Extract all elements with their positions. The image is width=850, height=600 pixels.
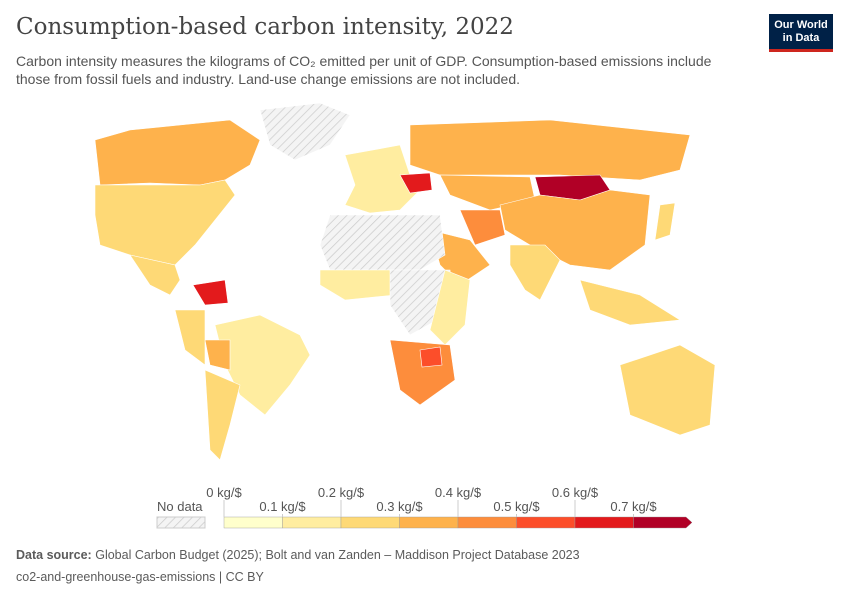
legend-tick-label: 0.4 kg/$ [435, 485, 482, 500]
legend-bin[interactable] [574, 516, 634, 529]
country-venezuela[interactable] [192, 279, 229, 306]
country-argentina[interactable] [204, 369, 241, 461]
country-west-africa[interactable] [319, 269, 396, 301]
country-europe[interactable] [344, 144, 421, 214]
world-map [94, 102, 716, 461]
legend-tick-label: 0.7 kg/$ [610, 499, 657, 514]
country-ukraine[interactable] [399, 172, 433, 194]
country-japan[interactable] [654, 202, 676, 241]
legend-tick-label: 0 kg/$ [206, 485, 242, 500]
legend-tick-label: 0.2 kg/$ [318, 485, 365, 500]
country-greenland[interactable] [259, 102, 351, 161]
country-zimbabwe[interactable] [419, 346, 443, 368]
legend-bin[interactable] [633, 516, 693, 529]
legend-tick-label: 0.5 kg/$ [493, 499, 540, 514]
legend-no-data-label: No data [157, 499, 203, 514]
country-united-states[interactable] [94, 179, 236, 266]
legend-tick-label: 0.1 kg/$ [259, 499, 306, 514]
country-mexico[interactable] [129, 254, 181, 296]
footer-slug[interactable]: co2-and-greenhouse-gas-emissions | CC BY [16, 570, 264, 584]
country-iran[interactable] [459, 209, 506, 246]
country-india[interactable] [509, 244, 561, 301]
legend-bin[interactable] [340, 516, 400, 529]
country-china[interactable] [499, 189, 651, 271]
legend-bin[interactable] [223, 516, 283, 529]
country-australia[interactable] [619, 344, 716, 436]
legend: No data 0 kg/$ 0.1 kg/$ 0.2 kg/$ 0.3 kg/$ 0.… [156, 485, 693, 529]
country-russia[interactable] [409, 119, 691, 181]
legend-bin[interactable] [282, 516, 342, 529]
owid-logo[interactable]: Our World in Data [769, 14, 833, 52]
legend-tick-label: 0.6 kg/$ [552, 485, 599, 500]
country-north-africa[interactable] [319, 214, 446, 271]
country-bolivia[interactable] [204, 339, 231, 371]
subtitle: Carbon intensity measures the kilograms … [16, 53, 712, 87]
legend-tick-label: 0.3 kg/$ [376, 499, 423, 514]
page-title: Consumption-based carbon intensity, 2022 [16, 14, 514, 40]
country-east-africa[interactable] [429, 269, 471, 346]
legend-no-data-swatch [156, 516, 206, 529]
country-canada[interactable] [94, 119, 261, 186]
data-source: Data source: Global Carbon Budget (2025)… [16, 548, 580, 562]
legend-bin[interactable] [399, 516, 459, 529]
country-peru[interactable] [174, 309, 206, 366]
country-southeast-asia[interactable] [579, 279, 681, 326]
legend-bin[interactable] [516, 516, 576, 529]
legend-bin[interactable] [457, 516, 517, 529]
